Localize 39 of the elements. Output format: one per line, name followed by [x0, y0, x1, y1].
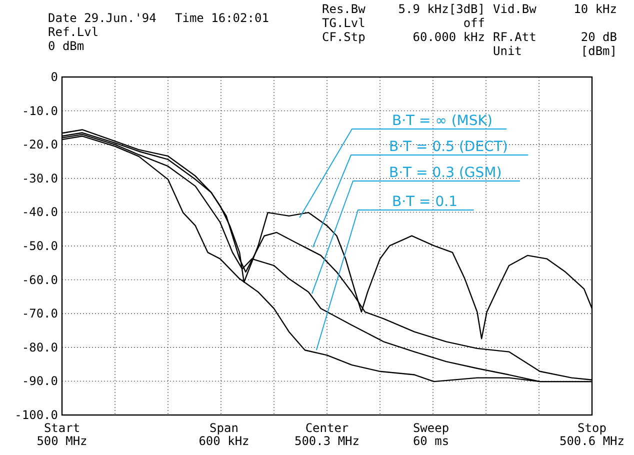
annotation: B·T = 0.5 (DECT): [389, 139, 508, 155]
x-tick-label: 500 MHz: [36, 434, 88, 448]
text: Time 16:02:01: [175, 11, 269, 25]
y-tick-label: -30.0: [22, 171, 58, 186]
text: off: [463, 16, 485, 30]
text: CF.Stp: [322, 30, 366, 44]
x-tick-label: 500.3 MHz: [294, 434, 360, 448]
x-tick-label: 500.6 MHz: [559, 434, 625, 448]
y-tick-label: -100.0: [14, 408, 58, 422]
text: Date 29.Jun.'94: [48, 11, 156, 25]
annotation: B·T = 0.1: [392, 194, 458, 210]
text: [dBm]: [580, 44, 617, 58]
y-tick-label: -40.0: [22, 205, 58, 220]
text: Sweep 60 ms: [412, 421, 450, 448]
text: RF.Att: [493, 30, 536, 44]
y-tick-label: -50.0: [22, 239, 58, 253]
y-tick-label: -70.0: [22, 306, 58, 321]
text: Res.Bw: [322, 2, 366, 16]
annotation: B·T = 0.3 (GSM): [389, 165, 502, 181]
text: 20 dB: [580, 30, 617, 44]
y-tick-label: -60.0: [22, 272, 58, 287]
text: TG.Lvl: [322, 16, 366, 30]
text: Center: [305, 421, 349, 435]
y-tick-label: -20.0: [22, 138, 58, 152]
y-tick-label: -10.0: [22, 104, 58, 118]
text: 60.000 kHz: [412, 30, 485, 44]
y-tick-label: -80.0: [22, 340, 58, 354]
text: 0 dBm: [48, 39, 84, 53]
text: Start: [44, 421, 80, 435]
text: Span 600 kHz: [198, 421, 250, 448]
y-tick-label: 0: [50, 70, 58, 84]
text: Vid.Bw: [493, 2, 538, 16]
y-tick-label: -90.0: [22, 374, 58, 388]
text: Stop: [578, 421, 606, 435]
text: 10 kHz: [574, 2, 617, 16]
text: Ref.Lvl: [48, 25, 99, 39]
annotation: B·T = ∞ (MSK): [392, 113, 492, 129]
text: Unit: [493, 44, 522, 58]
text: 5.9 kHz[3dB]: [398, 2, 485, 16]
